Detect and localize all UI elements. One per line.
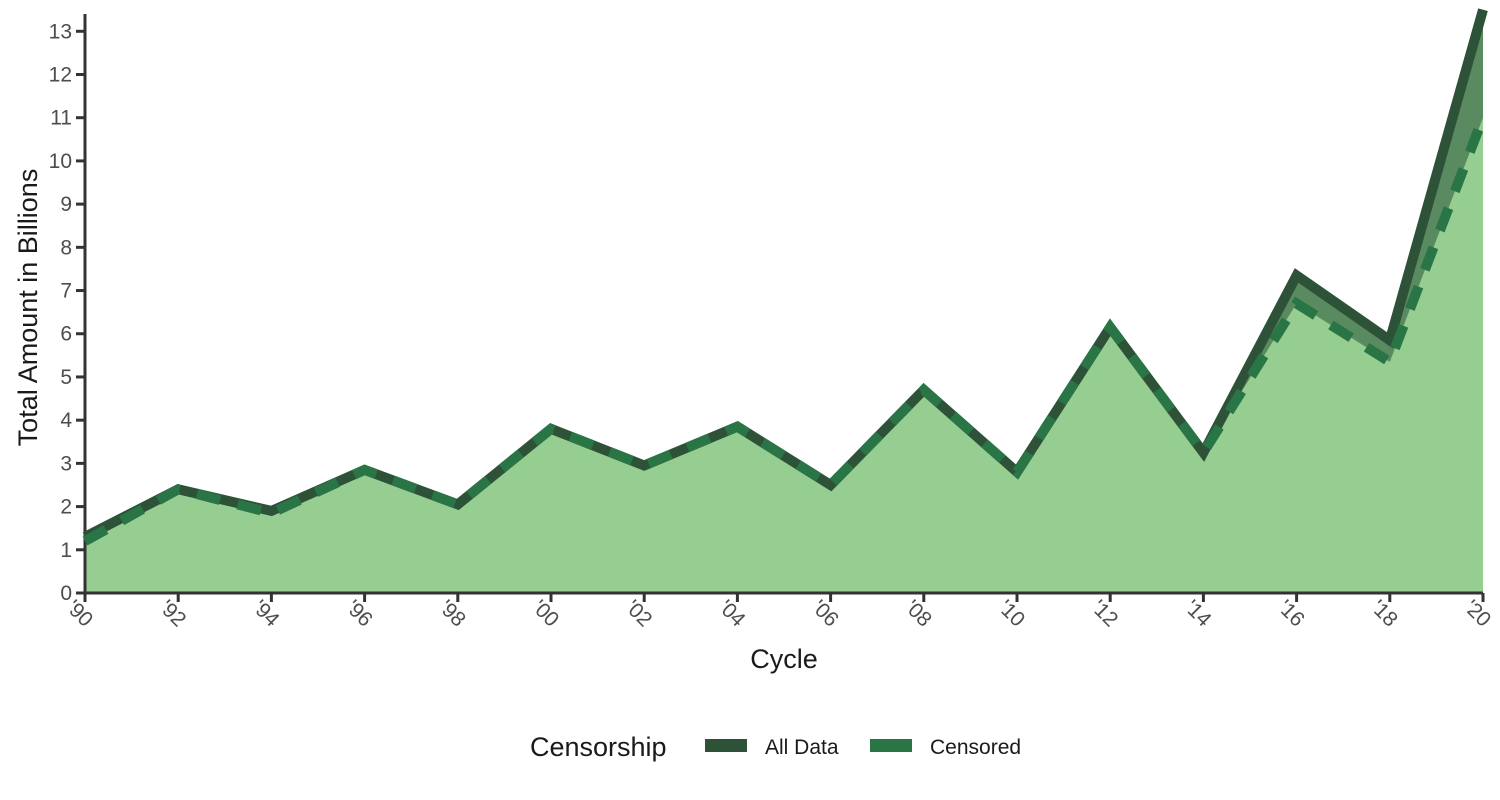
series-areas (85, 9, 1483, 594)
axes (83, 14, 1483, 595)
legend-items: All Data Censored (705, 736, 1021, 759)
y-tick-label: 3 (60, 452, 72, 475)
area-censored (85, 117, 1483, 594)
y-tick-label: 4 (60, 409, 72, 432)
y-tick-label: 12 (49, 63, 72, 86)
y-tick-label: 8 (60, 236, 72, 259)
x-tick-label: '10 (994, 596, 1030, 632)
x-tick-label: '04 (714, 596, 750, 632)
y-tick-label: 6 (60, 323, 72, 346)
y-tick-label: 0 (60, 582, 72, 605)
x-tick-label: '94 (248, 596, 284, 632)
legend-label-censored: Censored (930, 736, 1021, 759)
legend-title: Censorship (530, 732, 667, 762)
legend-swatch-all-data (705, 739, 747, 752)
x-tick-label: '92 (155, 596, 191, 632)
y-tick-label: 1 (60, 539, 72, 562)
legend-swatch-censored (870, 739, 912, 752)
y-tick-label: 11 (50, 107, 72, 130)
legend-label-all-data: All Data (765, 736, 839, 759)
y-tick-label: 9 (60, 193, 72, 216)
x-tick-label: '12 (1087, 596, 1123, 632)
y-tick-label: 10 (49, 150, 72, 173)
x-tick-label: '02 (621, 596, 657, 632)
y-tick-label: 7 (60, 280, 72, 303)
y-tick-label: 5 (60, 366, 72, 389)
y-tick-label: 13 (49, 20, 72, 43)
x-tick-label: '06 (807, 596, 843, 632)
x-axis-ticks: '90'92'94'96'98'00'02'04'06'08'10'12'14 '… (62, 593, 1496, 632)
x-tick-label: '14 (1180, 596, 1216, 632)
series-lines (82, 8, 1488, 546)
y-tick-label: 2 (60, 496, 72, 519)
x-axis-title: Cycle (750, 644, 818, 674)
x-tick-label: '98 (434, 596, 470, 632)
legend: Censorship All Data Censored (530, 732, 1021, 762)
x-tick-label: '08 (900, 596, 936, 632)
y-axis-title: Total Amount in Billions (13, 169, 43, 447)
x-tick-label: '96 (341, 596, 377, 632)
x-tick-label: '20 (1460, 596, 1496, 632)
x-tick-label: '18 (1366, 596, 1402, 632)
line-censored (82, 115, 1488, 546)
x-tick-label: '00 (528, 596, 564, 632)
x-tick-label: '16 (1273, 596, 1309, 632)
